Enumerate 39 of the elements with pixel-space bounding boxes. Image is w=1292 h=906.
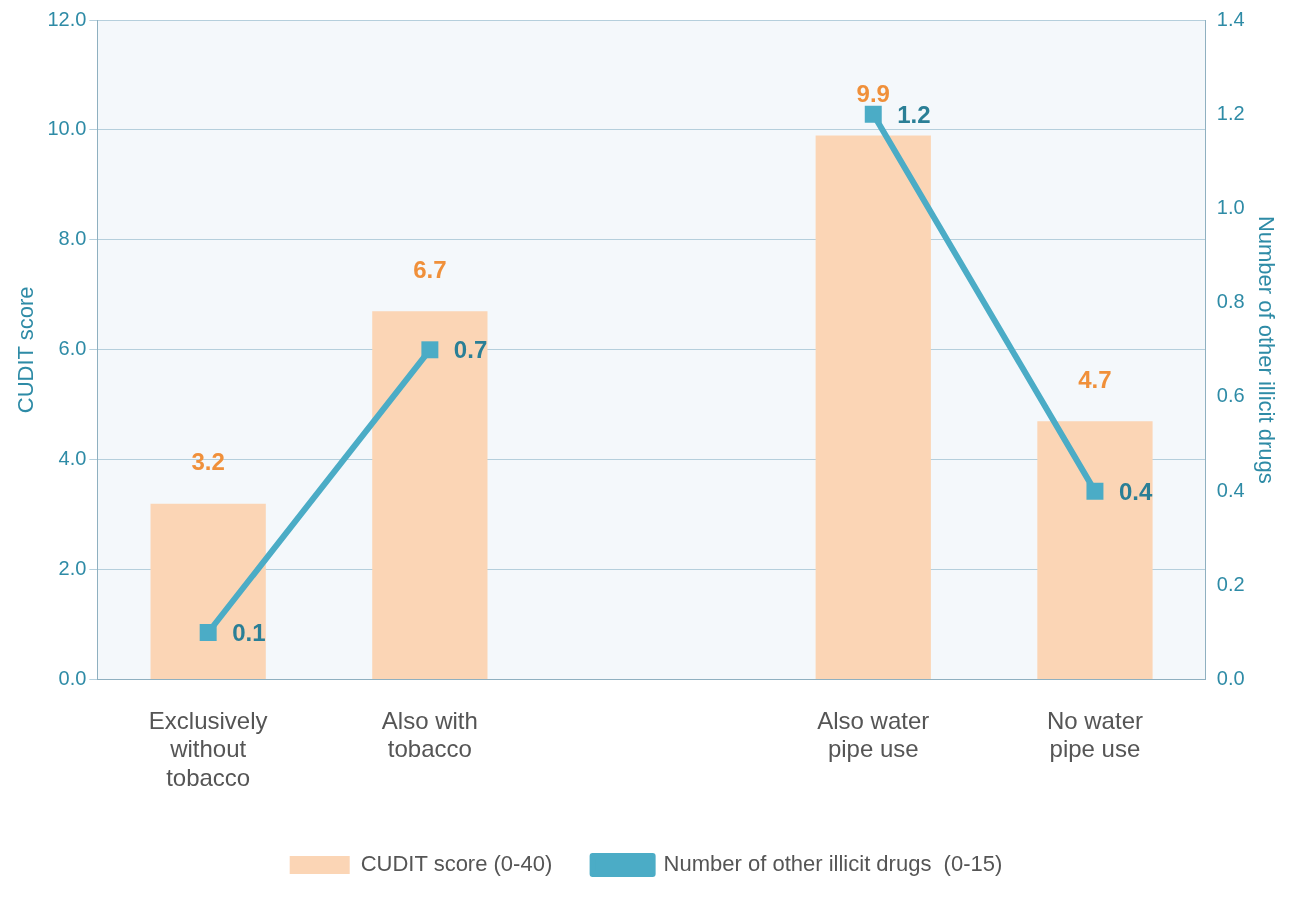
point [199,624,217,641]
y-tick-label: 0.0 [58,667,87,690]
y-axis-title: CUDIT score [13,286,39,414]
data-label: 9.9 [856,80,890,108]
y2-tick-label: 1.4 [1216,7,1245,30]
y-tick-label: 2.0 [58,557,87,580]
y2-tick-label: 0.8 [1216,290,1245,313]
y-tick-label: 6.0 [58,337,87,360]
x-tick-label: No water pipe use [1046,706,1143,763]
data-label: 3.2 [191,448,225,476]
x-tick-label: Also water pipe use [817,706,930,763]
point [1086,482,1104,500]
bar [372,311,488,680]
x-tick-label: Exclusively without tobacco [148,706,268,792]
y2-tick-label: 0.2 [1216,572,1245,595]
data-label: 6.7 [413,255,447,283]
y2-tick-label: 1.2 [1216,101,1245,124]
x-tick-label: Also with tobacco [381,706,478,763]
point [864,105,882,123]
y-tick-label: 10.0 [47,117,87,140]
bar [150,503,266,680]
y-tick-label: 12.0 [47,7,87,30]
point [421,341,439,359]
legend-label: CUDIT score (0-40) [360,851,553,877]
y2-axis-title: Number of other illicit drugs [1253,215,1279,484]
data-label: 0.7 [453,336,488,364]
y-tick-label: 8.0 [58,227,87,250]
y2-tick-label: 0.6 [1216,384,1245,407]
data-label: 0.4 [1118,477,1153,505]
y2-tick-label: 0.0 [1216,667,1245,690]
bar [1037,421,1153,680]
bar [815,135,931,680]
data-label: 4.7 [1078,365,1112,393]
data-label: 0.1 [232,619,266,647]
y-tick-label: 4.0 [58,447,87,470]
y2-tick-label: 1.0 [1216,195,1245,218]
data-label: 1.2 [897,100,931,128]
y2-tick-label: 0.4 [1216,478,1245,501]
legend-label: Number of other illicit drugs (0-15) [663,851,1003,877]
